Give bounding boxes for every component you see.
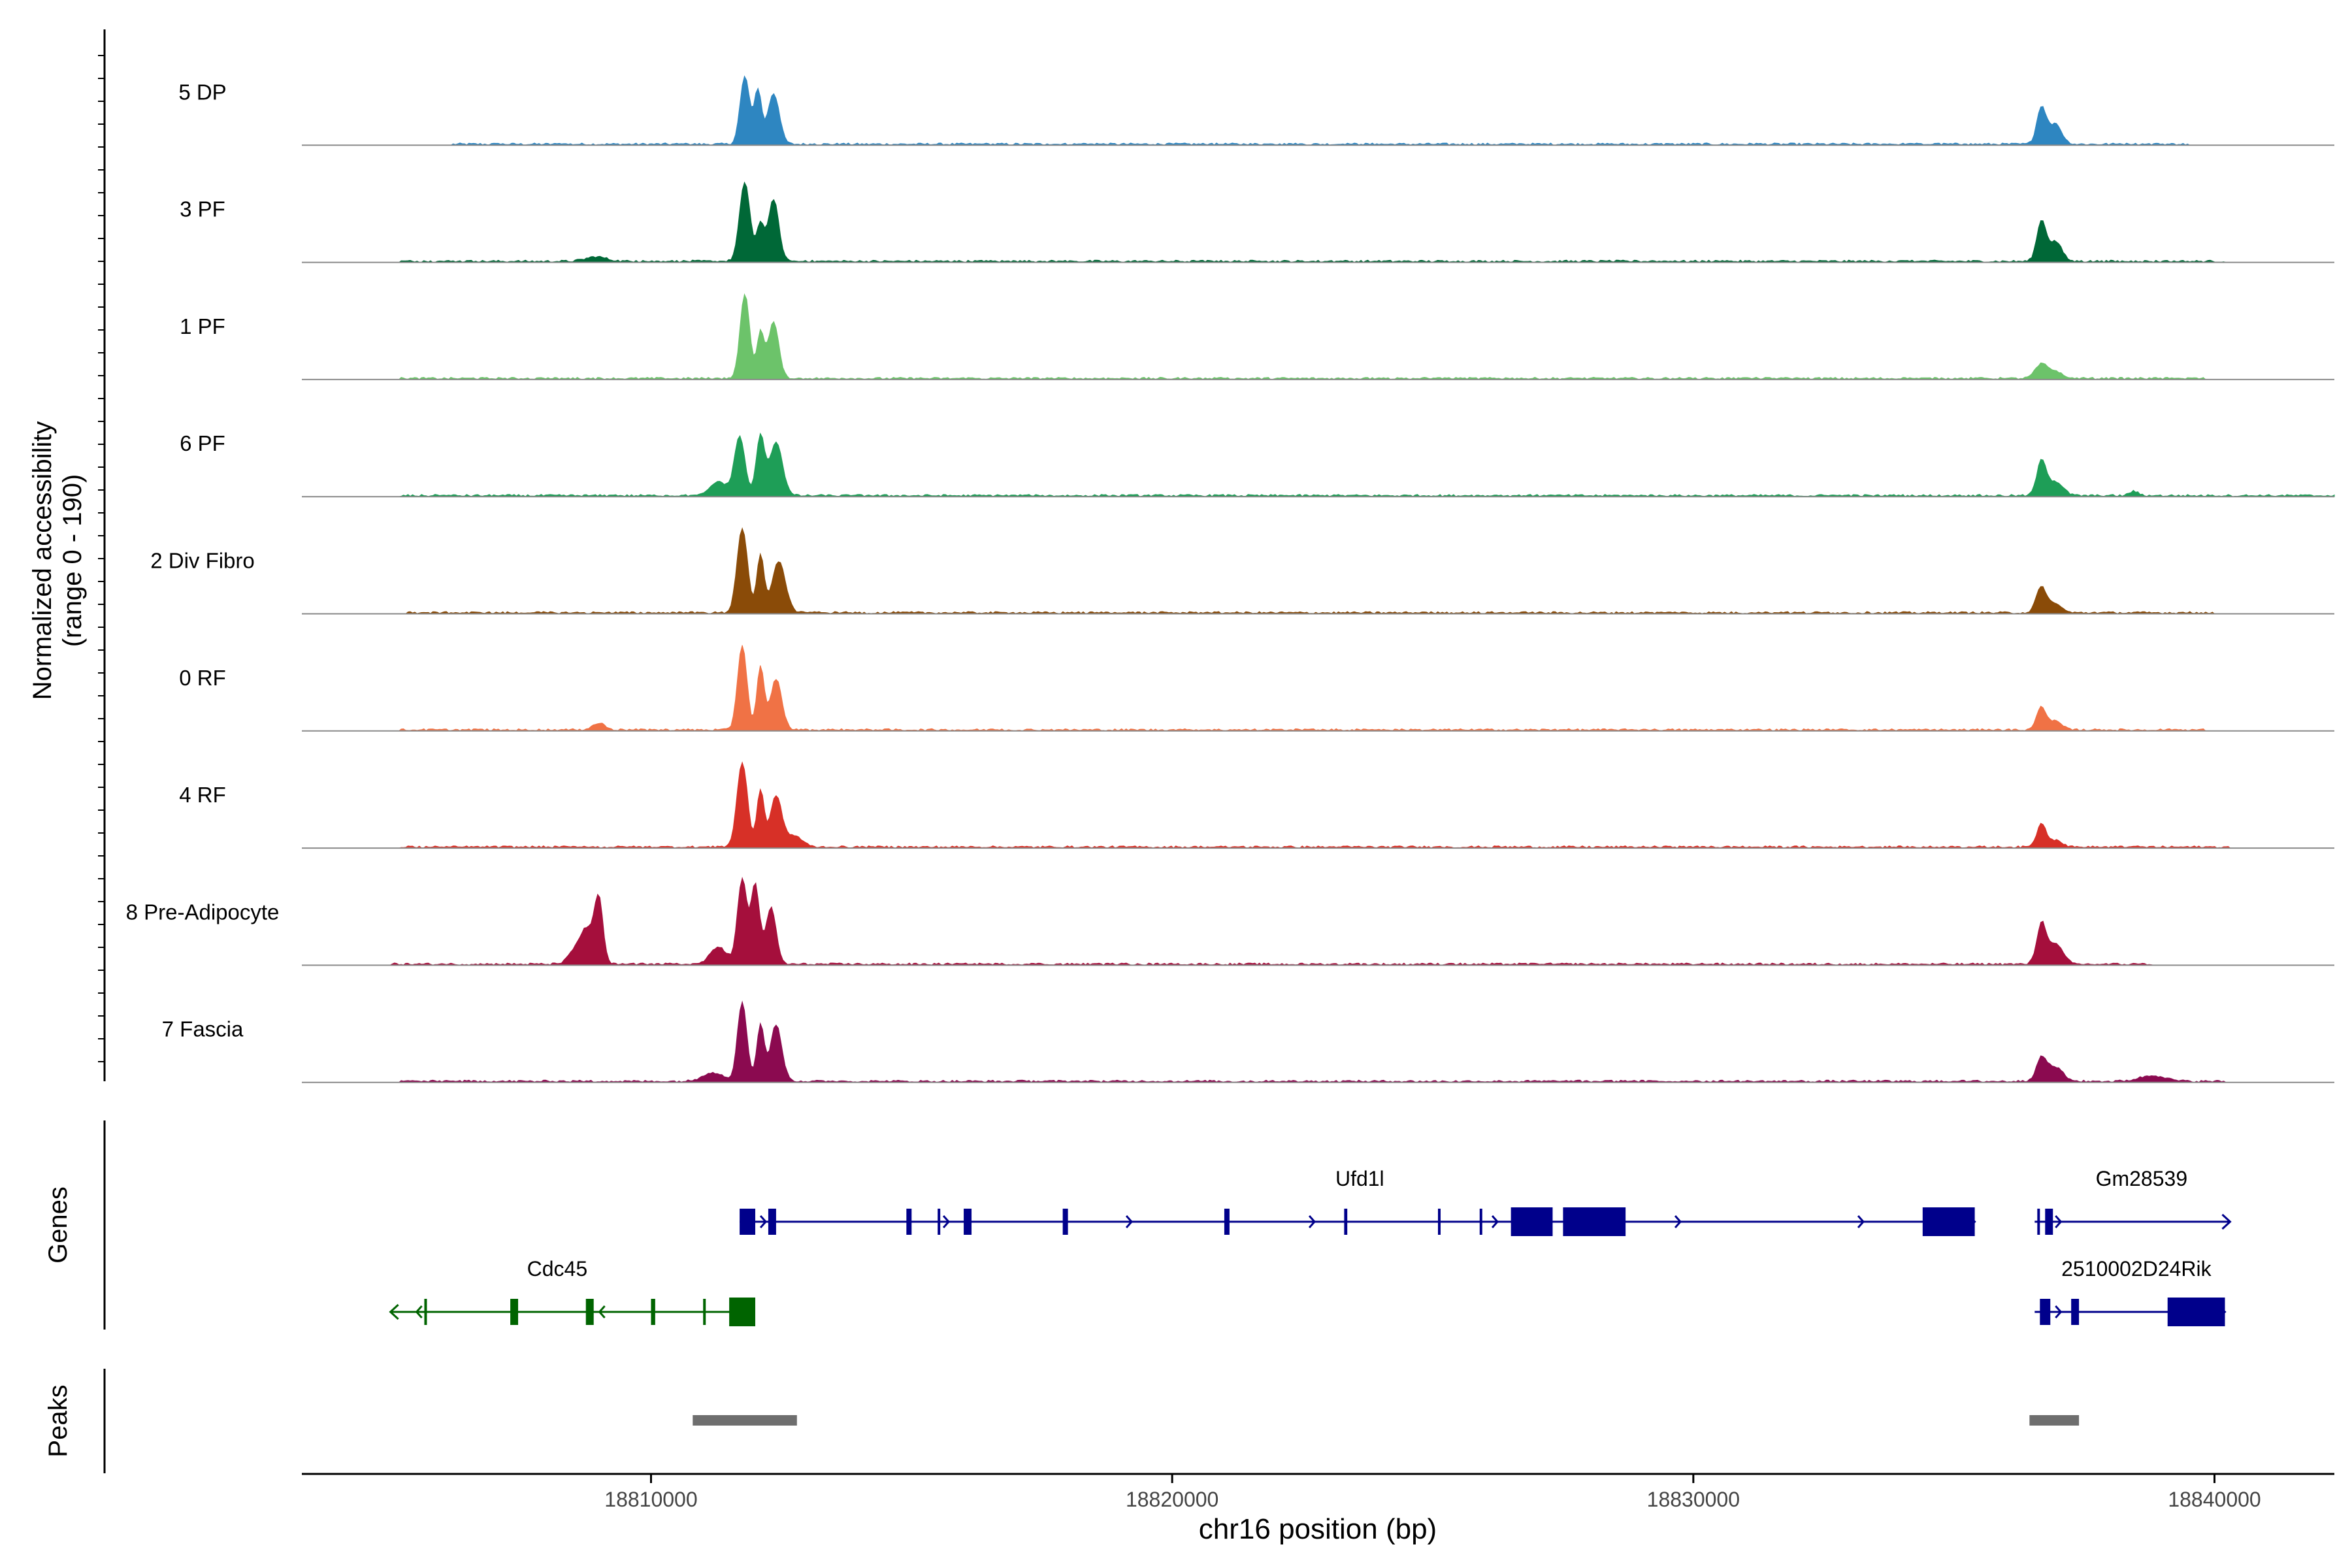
peak-regions-track <box>693 1415 2080 1426</box>
coverage-area <box>302 527 2334 615</box>
strand-chevron <box>759 1215 768 1228</box>
strand-chevron <box>598 1305 606 1318</box>
exon <box>424 1299 427 1325</box>
exon <box>1563 1207 1626 1236</box>
track-6: 0 RF <box>179 645 2334 732</box>
x-axis-ticks: 18810000 18820000 18830000 18840000 <box>604 1474 2261 1511</box>
track-label: 4 RF <box>179 783 226 807</box>
track-4: 6 PF <box>180 431 2335 498</box>
strand-arrow-end <box>389 1303 399 1320</box>
strand-arrow-end <box>2221 1213 2232 1230</box>
exon <box>703 1299 706 1325</box>
x-axis-label: chr16 position (bp) <box>1199 1513 1437 1545</box>
peak-region <box>693 1415 797 1426</box>
track-8: 8 Pre-Adipocyte <box>126 877 2334 966</box>
track-1: 5 DP <box>178 75 2334 146</box>
exon <box>651 1299 655 1325</box>
exon <box>1511 1207 1553 1236</box>
exon <box>1479 1209 1482 1235</box>
track-7: 4 RF <box>179 761 2334 849</box>
strand-chevron <box>1674 1215 1682 1228</box>
exon <box>938 1209 941 1235</box>
coverage-area <box>302 433 2335 497</box>
track-9: 7 Fascia <box>162 1000 2334 1083</box>
track-5: 2 Div Fibro <box>150 527 2334 615</box>
coverage-area <box>302 1000 2334 1083</box>
exon <box>729 1298 755 1326</box>
coverage-area <box>302 761 2334 849</box>
exon <box>2037 1209 2040 1235</box>
track-label: 8 Pre-Adipocyte <box>126 900 280 924</box>
strand-chevron <box>1857 1215 1865 1228</box>
genes-panel-label: Genes <box>44 1186 73 1264</box>
exon <box>585 1299 594 1325</box>
coverage-area <box>302 645 2334 732</box>
track-label: 1 PF <box>180 314 225 338</box>
track-2: 3 PF <box>180 181 2334 263</box>
track-label: 2 Div Fibro <box>150 549 255 573</box>
exon <box>2167 1298 2225 1326</box>
exon <box>768 1209 776 1235</box>
gene-label: Gm28539 <box>2096 1167 2188 1190</box>
gene-ufd1l: Ufd1l <box>740 1167 1976 1236</box>
coverage-tracks: 5 DP 3 PF 1 PF 6 PF 2 Div Fibro 0 RF 4 RF 8 Pre… <box>126 75 2335 1083</box>
exon <box>906 1209 912 1235</box>
strand-chevron <box>2055 1305 2063 1318</box>
peak-region <box>2029 1415 2080 1426</box>
coverage-area <box>302 293 2334 380</box>
exon <box>1344 1209 1348 1235</box>
strand-chevron <box>1125 1215 1134 1228</box>
coverage-area <box>302 75 2334 146</box>
track-label: 6 PF <box>180 431 225 455</box>
exon <box>1224 1209 1230 1235</box>
gene-2510002d24rik: 2510002D24Rik <box>2034 1257 2227 1326</box>
exon <box>2045 1209 2053 1235</box>
track-label: 7 Fascia <box>162 1017 244 1041</box>
strand-chevron <box>1308 1215 1316 1228</box>
x-tick-label: 18840000 <box>2168 1488 2261 1511</box>
gene-label: 2510002D24Rik <box>2061 1257 2212 1281</box>
y-axis-label-line-2: (range 0 - 190) <box>58 474 87 647</box>
exon <box>740 1209 755 1235</box>
strand-chevron <box>1491 1215 1499 1228</box>
strand-chevron <box>415 1305 423 1318</box>
gene-label: Ufd1l <box>1335 1167 1384 1190</box>
y-axis-label-line-1: Normalized accessibility <box>28 421 57 700</box>
track-3: 1 PF <box>180 293 2334 380</box>
exon <box>2040 1299 2051 1325</box>
strand-chevron <box>942 1215 951 1228</box>
exon <box>510 1299 519 1325</box>
track-label: 3 PF <box>180 197 225 221</box>
track-label: 0 RF <box>179 666 226 690</box>
x-tick-label: 18830000 <box>1647 1488 1740 1511</box>
gene-label: Cdc45 <box>527 1257 588 1281</box>
peaks-panel-label: Peaks <box>44 1384 73 1457</box>
x-tick-label: 18820000 <box>1126 1488 1218 1511</box>
coverage-area <box>302 877 2334 966</box>
exon <box>1062 1209 1068 1235</box>
gene-cdc45: Cdc45 <box>389 1257 755 1326</box>
coverage-y-axis-ticks <box>98 55 105 1062</box>
exon <box>1922 1207 1975 1236</box>
exon <box>2071 1299 2080 1325</box>
strand-chevron <box>2055 1215 2063 1228</box>
exon <box>964 1209 972 1235</box>
gene-annotation-track: Ufd1l Gm28539 Cdc45 2510002D24Rik <box>389 1167 2232 1326</box>
x-tick-label: 18810000 <box>604 1488 697 1511</box>
track-label: 5 DP <box>178 80 226 104</box>
gene-gm28539: Gm28539 <box>2034 1167 2232 1235</box>
exon <box>1437 1209 1441 1235</box>
coverage-area <box>302 181 2334 263</box>
